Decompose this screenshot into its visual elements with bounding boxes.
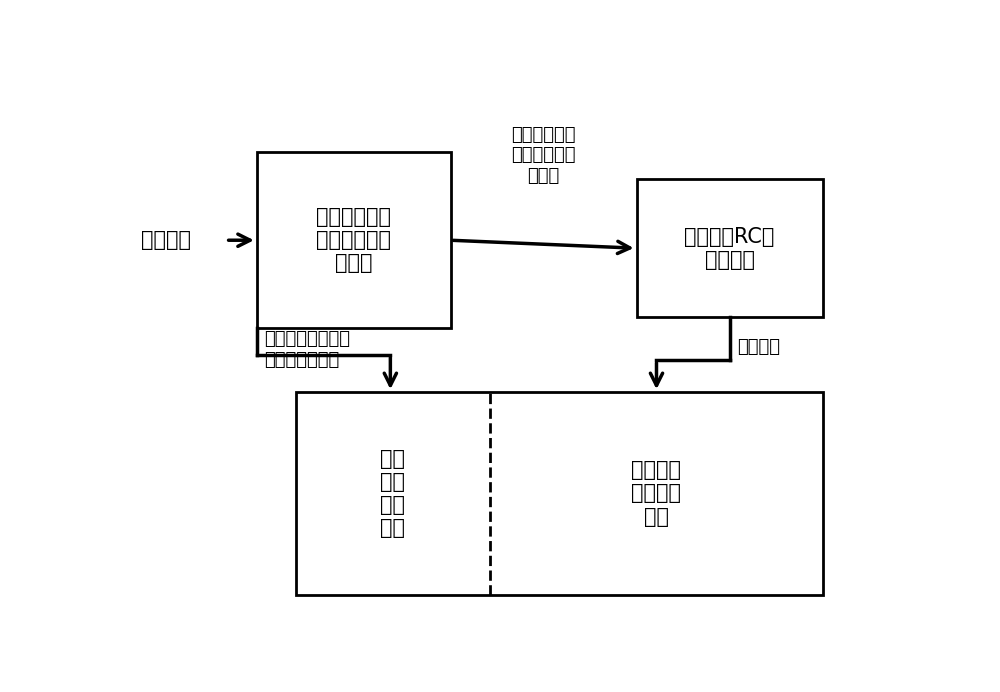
Text: 低静态电流、
高耐压的恒压
源电路: 低静态电流、 高耐压的恒压 源电路 bbox=[316, 207, 391, 273]
Text: 电流调制系统直接
从总线上吸电流: 电流调制系统直接 从总线上吸电流 bbox=[264, 330, 351, 369]
Text: 用于测量
的单片机
电路: 用于测量 的单片机 电路 bbox=[631, 460, 681, 527]
Bar bbox=[637, 179, 822, 318]
Text: 上行
电流
调制
系统: 上行 电流 调制 系统 bbox=[380, 448, 405, 538]
Bar bbox=[296, 392, 822, 594]
Text: 略高于单片机
系统所需电压
的电压: 略高于单片机 系统所需电压 的电压 bbox=[511, 126, 576, 185]
Text: 低内阻的RC低
通滤波器: 低内阻的RC低 通滤波器 bbox=[684, 226, 775, 270]
Text: 仪表总线: 仪表总线 bbox=[140, 230, 190, 251]
Text: 电源电压: 电源电压 bbox=[737, 338, 780, 356]
Bar bbox=[257, 152, 450, 328]
